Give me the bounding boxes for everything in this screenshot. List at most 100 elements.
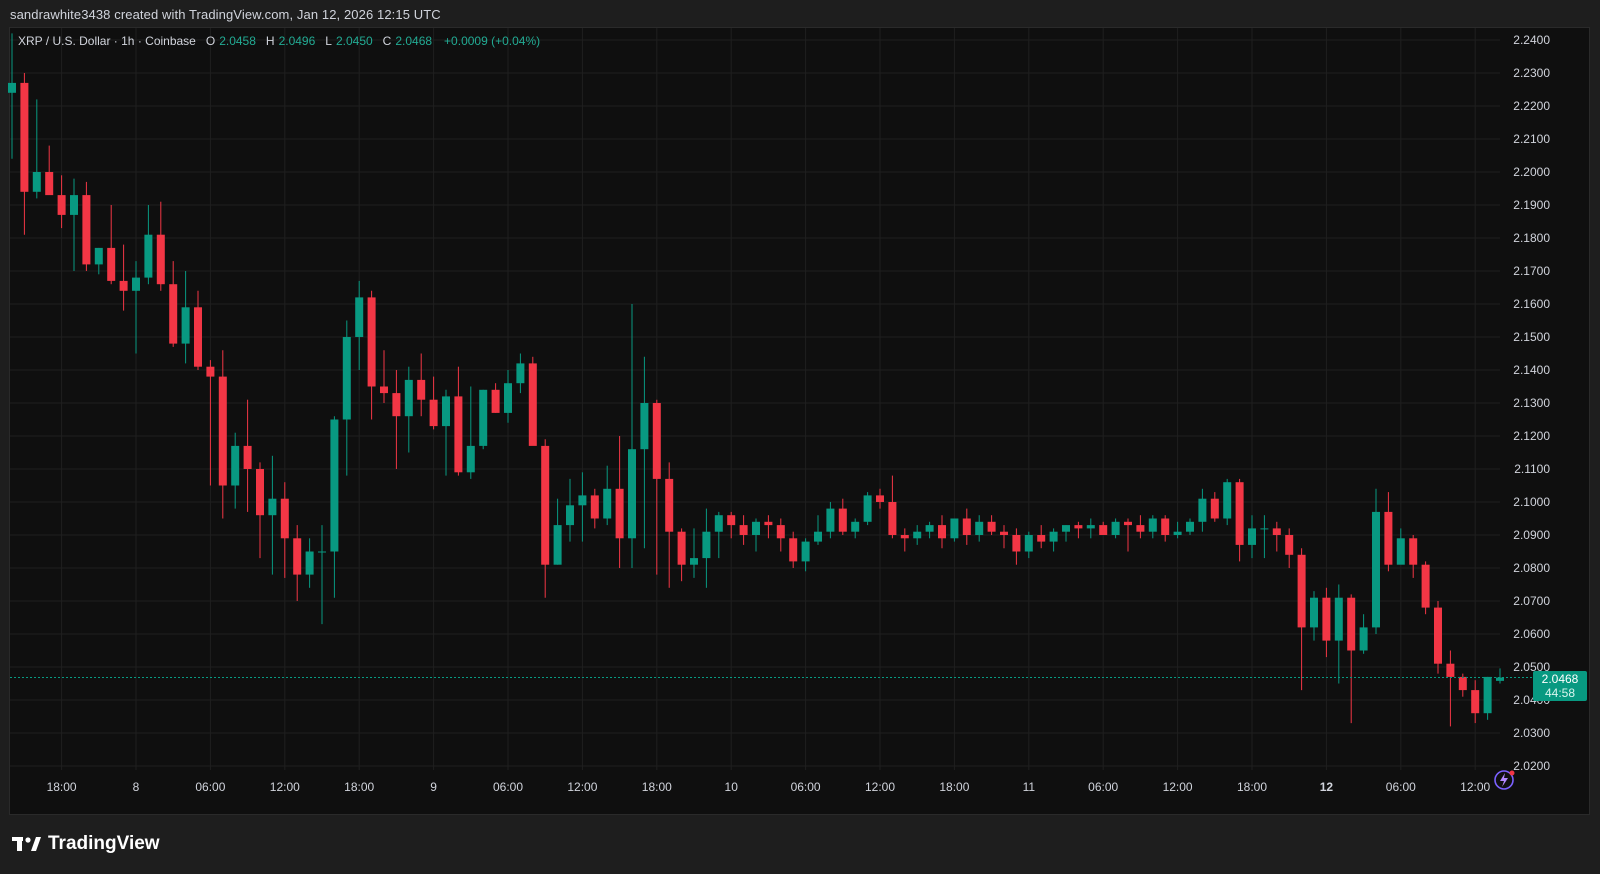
candle (1334, 584, 1343, 684)
candle (528, 356, 537, 446)
candle (913, 525, 922, 545)
price-tick-label: 2.2100 (1513, 132, 1550, 146)
candle (1161, 515, 1170, 542)
tradingview-brand[interactable]: TradingView (12, 833, 160, 855)
candle-body (94, 247, 103, 265)
candle (156, 201, 165, 291)
time-tick-label: 06:00 (493, 780, 523, 794)
candle-body (1285, 535, 1294, 555)
candle-body (454, 396, 463, 473)
candle (1186, 518, 1194, 535)
candle (838, 498, 847, 535)
candle (330, 416, 339, 598)
low-value: 2.0450 (335, 34, 373, 48)
candle-body (900, 535, 909, 539)
candle-body (553, 525, 562, 565)
candle (45, 145, 54, 196)
candle-body (1334, 597, 1343, 641)
candle (1000, 525, 1008, 549)
candle-body (615, 488, 624, 539)
price-tick-label: 2.0900 (1513, 528, 1550, 542)
candle-body (1310, 597, 1318, 628)
candle-body (603, 488, 612, 519)
candle (194, 290, 202, 370)
candle (1173, 521, 1182, 539)
candle (814, 515, 822, 545)
candle-body (925, 525, 934, 532)
candle-body (628, 449, 636, 539)
candle-body (45, 172, 54, 196)
candle-body (70, 195, 78, 215)
symbol-title[interactable]: XRP / U.S. Dollar · 1h · Coinbase (18, 34, 196, 48)
price-tick-label: 2.1700 (1513, 264, 1550, 278)
candle-body (1483, 676, 1492, 714)
candle (1310, 591, 1318, 641)
candle (1384, 492, 1393, 572)
candle-body (1372, 511, 1380, 628)
bar-countdown: 44:58 (1544, 686, 1576, 700)
candle (665, 462, 674, 588)
candle (218, 350, 227, 519)
candle-body (541, 445, 550, 565)
candle-body (950, 518, 959, 539)
price-tick-label: 2.1000 (1513, 495, 1550, 509)
symbol-legend: XRP / U.S. Dollar · 1h · Coinbase O 2.045… (18, 34, 540, 48)
candle-body (1359, 627, 1368, 651)
last-price-badge: 2.0468 44:58 (1533, 671, 1587, 701)
candle (491, 383, 500, 413)
candle-body (590, 495, 599, 519)
candle (900, 528, 909, 552)
candle-body (318, 551, 326, 553)
candle-body (528, 363, 537, 446)
candle-body (342, 337, 351, 420)
price-tick-label: 2.0200 (1513, 759, 1550, 773)
candle (727, 511, 736, 539)
candle (206, 360, 215, 486)
candle (1285, 528, 1294, 568)
time-tick-label: 8 (133, 780, 140, 794)
candle-body (280, 498, 289, 539)
candle-body (156, 234, 165, 285)
candle-body (181, 307, 190, 344)
candle (863, 492, 872, 526)
candle-body (1409, 538, 1418, 565)
candle-body (1148, 518, 1157, 532)
price-tick-label: 2.1100 (1514, 462, 1550, 476)
price-tick-label: 2.2000 (1513, 165, 1550, 179)
candle-body (479, 389, 488, 446)
candle-body (404, 379, 413, 417)
lightning-icon[interactable] (1491, 767, 1517, 793)
candle (1111, 518, 1120, 539)
candle (1421, 561, 1430, 615)
candle (516, 353, 525, 394)
candle (975, 515, 984, 542)
candle-body (516, 363, 525, 384)
close-value: 2.0468 (395, 34, 433, 48)
candle (714, 511, 723, 559)
candle-body (851, 521, 860, 532)
candle-body (1173, 531, 1182, 535)
candle-body (764, 521, 773, 526)
candle-body (231, 445, 240, 486)
candle (305, 538, 314, 588)
price-tick-label: 2.1600 (1513, 297, 1550, 311)
candle (8, 33, 16, 159)
candle-body (1322, 597, 1331, 641)
low-label: L (325, 34, 332, 48)
candle (342, 320, 351, 476)
candle-body (1458, 676, 1467, 691)
candle-body (144, 234, 153, 278)
candle (702, 508, 711, 588)
candle (82, 181, 91, 271)
candle-body (32, 172, 41, 192)
candle-body (776, 525, 785, 539)
candle (1148, 515, 1157, 539)
candle (541, 439, 550, 598)
candle-body (826, 508, 835, 532)
candle-body (1210, 498, 1219, 519)
candle (776, 518, 785, 552)
candle-body (739, 525, 748, 535)
candle (1297, 548, 1306, 691)
candle (107, 205, 116, 285)
